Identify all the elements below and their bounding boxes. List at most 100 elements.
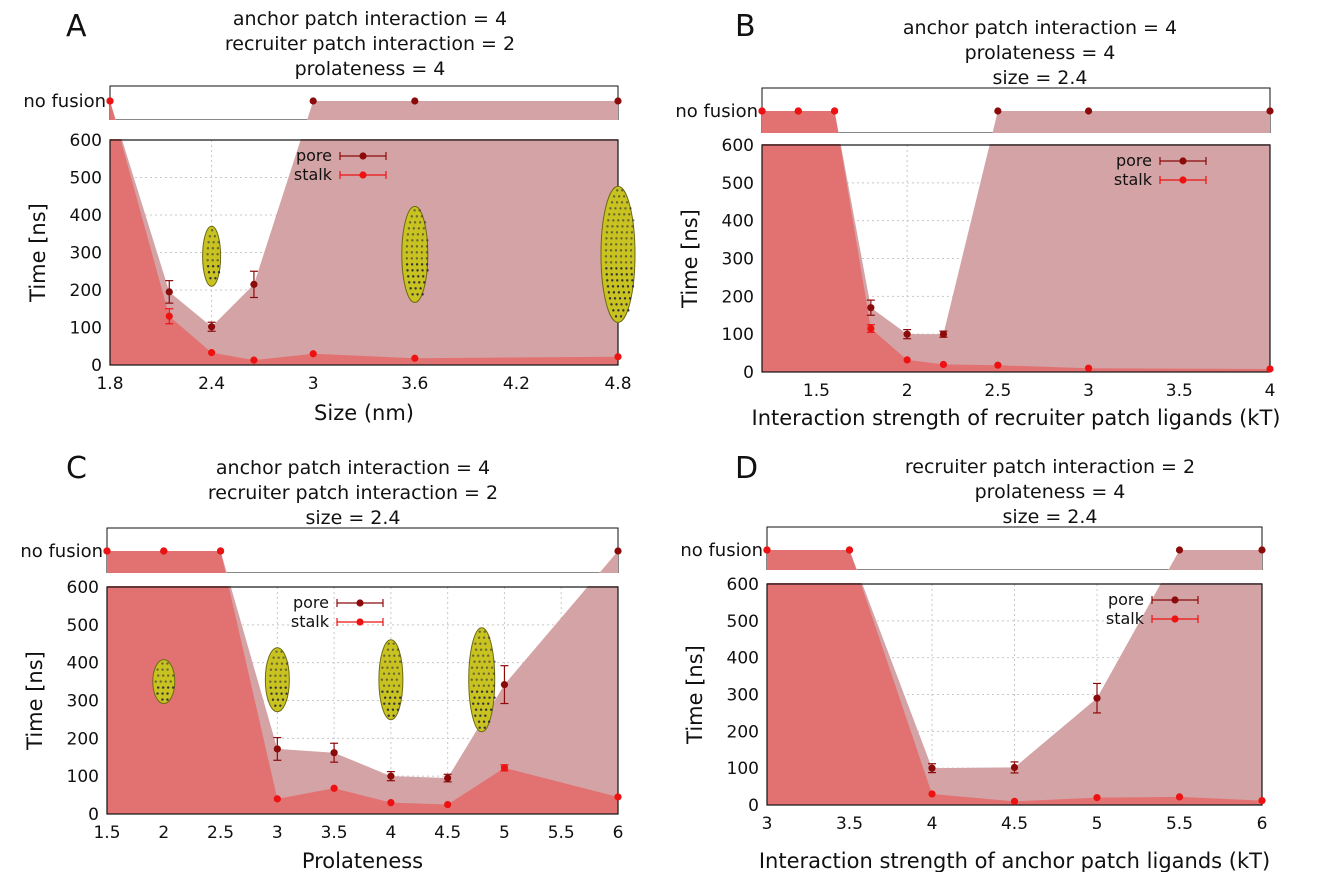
pore-point [500, 681, 509, 689]
axis-break [108, 120, 620, 139]
pore-point [309, 97, 317, 105]
x-tick-label: 4.5 [434, 823, 461, 843]
stalk-point [1258, 796, 1266, 805]
pore-area [762, 111, 1270, 372]
y-tick-label: 500 [727, 612, 759, 632]
particle-ellipsoid [600, 185, 636, 323]
y-tick-label: 200 [722, 287, 754, 307]
x-tick-label: 1.5 [93, 823, 120, 843]
x-tick-label: 4 [927, 814, 938, 834]
x-axis-label: Interaction strength of anchor patch lig… [759, 849, 1270, 872]
stalk-point [614, 353, 622, 361]
stalk-point [758, 107, 766, 115]
pore-point [614, 97, 622, 105]
pore-point [867, 304, 875, 312]
stalk-point [165, 312, 173, 320]
y-tick-label: 300 [727, 686, 759, 706]
x-tick-label: 3.5 [836, 814, 863, 834]
y-tick-label: 600 [70, 131, 102, 151]
pore-point [928, 764, 936, 772]
legend-marker-stalk [359, 171, 367, 179]
chart-title-line: recruiter patch interaction = 2 [225, 33, 515, 55]
legend-label-stalk: stalk [291, 612, 330, 631]
panel-letter: B [735, 9, 756, 44]
y-tick-label: 600 [722, 136, 754, 156]
legend-label-pore: pore [1116, 151, 1152, 170]
pore-point [444, 774, 452, 782]
legend-label-pore: pore [296, 146, 332, 165]
stalk-point [273, 795, 281, 803]
x-tick-label: 2.5 [207, 823, 234, 843]
stalk-point [1175, 793, 1184, 801]
x-axis-label: Size (nm) [314, 401, 414, 425]
y-axis-label: Time [ns] [678, 209, 702, 309]
x-tick-label: 3.6 [401, 374, 428, 394]
stalk-point [763, 546, 771, 554]
stalk-point [387, 799, 395, 807]
x-tick-label: 4 [1265, 381, 1276, 401]
legend-marker-pore [356, 599, 364, 607]
y-tick-label: 500 [70, 169, 102, 189]
x-tick-label: 3.5 [1166, 381, 1193, 401]
x-tick-label: 3 [1083, 381, 1094, 401]
particle-ellipsoid [202, 225, 222, 287]
y-axis-label: Time [ns] [26, 203, 50, 303]
x-tick-label: 5.5 [1166, 814, 1193, 834]
stalk-point [903, 356, 911, 364]
particle-ellipsoid [264, 647, 290, 713]
pore-point [1084, 107, 1093, 115]
stalk-point [208, 349, 216, 357]
stalk-point [928, 790, 936, 798]
y-tick-label: 400 [727, 649, 759, 669]
stalk-point [939, 360, 948, 369]
panel-letter: A [66, 9, 87, 44]
stalk-point [106, 97, 114, 105]
x-tick-label: 6 [613, 823, 624, 843]
axis-break [765, 570, 1264, 583]
pore-point [165, 288, 173, 296]
x-tick-label: 2.5 [984, 381, 1011, 401]
plot-frame [766, 583, 1263, 806]
x-tick-label: 4.5 [1001, 814, 1028, 834]
x-tick-label: 4 [385, 823, 396, 843]
stalk-point [444, 800, 452, 809]
pore-point [1175, 546, 1184, 554]
x-tick-label: 5 [499, 823, 510, 843]
x-tick-label: 5 [1092, 814, 1103, 834]
plot-frame [761, 144, 1271, 373]
stalk-point [330, 784, 338, 792]
chart-title-line: prolateness = 4 [295, 58, 446, 80]
y-tick-label: 0 [91, 356, 102, 376]
pore-point [208, 323, 216, 331]
pore-point [330, 749, 338, 757]
stalk-point [1010, 797, 1019, 805]
legend-marker-pore [1179, 157, 1187, 165]
x-tick-label: 5.5 [548, 823, 575, 843]
x-tick-label: 3.5 [321, 823, 348, 843]
particle-ellipsoid [401, 205, 429, 303]
y-tick-label: 300 [67, 692, 99, 712]
legend-marker-stalk [356, 618, 364, 626]
legend-marker-stalk [1171, 615, 1179, 623]
stalk-point [845, 546, 854, 554]
stalk-point [794, 107, 802, 115]
particle-ellipsoid [468, 627, 496, 733]
chart-title-line: recruiter patch interaction = 2 [905, 456, 1195, 478]
y-tick-label: 400 [70, 206, 102, 226]
stalk-point [1093, 794, 1101, 802]
stalk-area [110, 101, 618, 365]
chart-title-line: size = 2.4 [1002, 506, 1097, 528]
legend-label-pore: pore [1108, 590, 1144, 609]
pore-point [1093, 694, 1101, 702]
y-tick-label: 300 [722, 250, 754, 270]
stalk-point [250, 356, 258, 364]
stalk-area [767, 550, 1262, 805]
x-axis-label: Interaction strength of recruiter patch … [752, 406, 1281, 430]
pore-area [110, 101, 618, 365]
legend-label-pore: pore [293, 593, 329, 612]
stalk-point [103, 547, 111, 555]
chart-title-line: size = 2.4 [992, 67, 1087, 89]
